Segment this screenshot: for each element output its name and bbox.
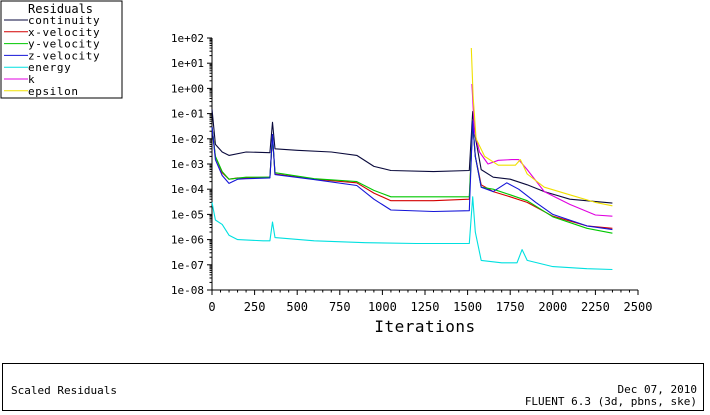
x-tick-label: 2250 bbox=[581, 300, 610, 314]
legend-box bbox=[0, 0, 123, 99]
y-tick-label: 1e+02 bbox=[171, 32, 204, 45]
series-line-z-velocity bbox=[211, 120, 613, 231]
y-tick-label: 1e-01 bbox=[171, 108, 204, 121]
legend-label-continuity: continuity bbox=[28, 14, 100, 27]
series-line-epsilon bbox=[470, 47, 613, 207]
x-tick-label: 750 bbox=[329, 300, 351, 314]
legend: Residualscontinuityx-velocityy-velocityz… bbox=[0, 0, 123, 99]
y-tick-label: 1e-05 bbox=[171, 208, 204, 221]
legend-label-energy: energy bbox=[28, 61, 71, 74]
y-tick-label: 1e-08 bbox=[171, 284, 204, 297]
x-tick-label: 2000 bbox=[538, 300, 567, 314]
x-tick-label: 0 bbox=[208, 300, 215, 314]
footer-panel: Scaled Residuals Dec 07, 2010 FLUENT 6.3… bbox=[2, 363, 704, 411]
legend-label-y-velocity: y-velocity bbox=[28, 38, 100, 51]
series-line-k bbox=[471, 83, 613, 217]
x-tick-label: 1500 bbox=[453, 300, 482, 314]
y-tick-label: 1e+01 bbox=[171, 57, 204, 70]
series-line-y-velocity bbox=[211, 123, 613, 234]
y-tick-label: 1e-06 bbox=[171, 234, 204, 247]
x-axis-label: Iterations bbox=[374, 317, 475, 336]
legend-label-x-velocity: x-velocity bbox=[28, 26, 100, 39]
series-line-energy bbox=[211, 196, 613, 271]
x-tick-label: 2500 bbox=[624, 300, 653, 314]
legend-title: Residuals bbox=[28, 2, 93, 16]
x-tick-label: 1750 bbox=[496, 300, 525, 314]
y-tick-label: 1e-03 bbox=[171, 158, 204, 171]
plot-area: 1e-08 1e-07 1e-06 1e-05 1e-04 1e-03 1e-02 1e-01… bbox=[171, 32, 653, 336]
x-tick-label: 250 bbox=[244, 300, 266, 314]
legend-label-z-velocity: z-velocity bbox=[28, 49, 100, 62]
y-tick-label: 1e+00 bbox=[171, 82, 204, 95]
y-tick-label: 1e-02 bbox=[171, 133, 204, 146]
footer-date: Dec 07, 2010 bbox=[617, 383, 697, 396]
residuals-chart: Residualscontinuityx-velocityy-velocityz… bbox=[0, 0, 653, 336]
legend-label-k: k bbox=[28, 73, 35, 86]
x-tick-label: 1000 bbox=[368, 300, 397, 314]
x-tick-label: 1250 bbox=[411, 300, 440, 314]
y-tick-label: 1e-07 bbox=[171, 259, 204, 272]
y-tick-label: 1e-04 bbox=[171, 183, 204, 196]
footer-title: Scaled Residuals bbox=[11, 384, 117, 397]
footer-version: FLUENT 6.3 (3d, pbns, ske) bbox=[524, 395, 697, 408]
series-line-continuity bbox=[211, 109, 613, 204]
x-tick-label: 500 bbox=[286, 300, 308, 314]
legend-label-epsilon: epsilon bbox=[28, 85, 79, 98]
